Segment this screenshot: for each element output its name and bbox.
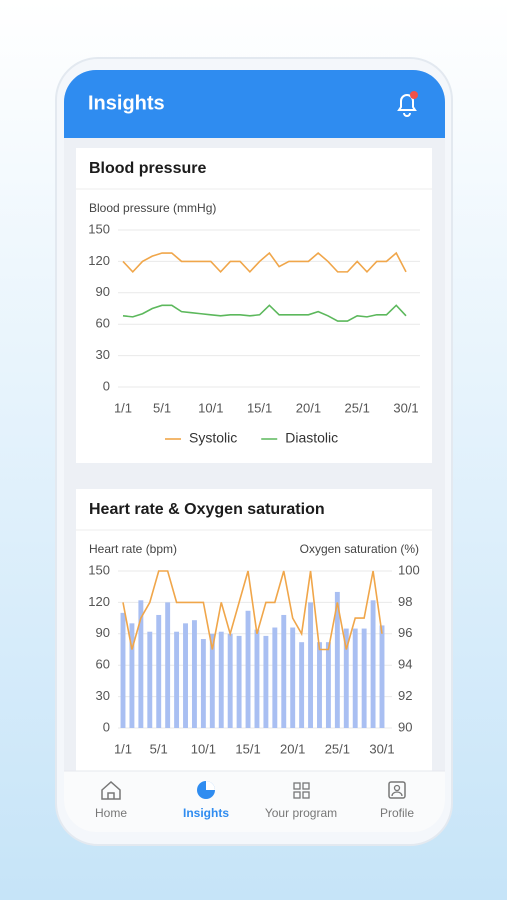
bar (209, 633, 215, 728)
y2-tick-label: 92 (398, 688, 412, 703)
x-tick-label: 30/1 (369, 741, 394, 756)
x-tick-label: 5/1 (150, 741, 168, 756)
bar (334, 591, 340, 728)
y-tick-label: 120 (88, 253, 110, 268)
bar (156, 614, 162, 728)
x-tick-label: 1/1 (114, 741, 132, 756)
bar (200, 639, 206, 728)
y-tick-label: 0 (103, 719, 110, 734)
bar (370, 600, 376, 728)
y2-tick-label: 94 (398, 657, 412, 672)
bar (254, 629, 260, 728)
x-tick-label: 10/1 (191, 741, 216, 756)
y-tick-label: 150 (88, 221, 110, 236)
axis-label: Heart rate (bpm) (89, 542, 177, 556)
y-tick-label: 90 (96, 284, 110, 299)
bar (325, 642, 331, 728)
bar (308, 602, 314, 728)
bar (120, 612, 126, 728)
y-tick-label: 60 (96, 657, 110, 672)
nav-home[interactable]: Home (95, 780, 127, 820)
nav-label: Home (95, 806, 127, 820)
card-title: Blood pressure (89, 160, 206, 177)
card (76, 489, 432, 819)
bar (352, 628, 358, 728)
bar (317, 642, 322, 728)
bar (174, 631, 180, 728)
series-line (122, 251, 407, 274)
bar (281, 614, 287, 728)
bottom-nav (64, 771, 445, 832)
x-tick-label: 5/1 (153, 400, 171, 415)
y2-tick-label: 90 (398, 719, 412, 734)
phone-screen: Insights Blood pressure Blood pressure (… (64, 70, 445, 832)
bar (138, 600, 144, 728)
nav-label: Your program (265, 806, 337, 820)
bar (236, 635, 242, 728)
nav-label: Insights (183, 806, 229, 820)
y2-tick-label: 96 (398, 625, 412, 640)
bar (343, 628, 349, 728)
bell-icon[interactable] (397, 91, 418, 117)
series-line (122, 570, 383, 651)
x-tick-label: 15/1 (235, 741, 260, 756)
nav-profile[interactable]: Profile (380, 781, 414, 820)
x-tick-label: 20/1 (280, 741, 305, 756)
y-tick-label: 60 (96, 316, 110, 331)
legend-label: Systolic (189, 430, 237, 446)
bar (361, 628, 367, 728)
bar (191, 620, 197, 728)
bar (299, 642, 305, 728)
charts: 0 30 60 90 120 150 1/1 5/1 10/1 15/1 20/1 25/1 30/1 S… (88, 221, 420, 756)
y-tick-label: 30 (96, 347, 110, 362)
y-tick-label: 120 (88, 594, 110, 609)
bar (129, 623, 135, 728)
bar (263, 635, 269, 728)
bar (183, 623, 188, 728)
y-tick-label: 0 (103, 378, 110, 393)
app-header (64, 70, 445, 138)
bar (290, 627, 296, 728)
bar (227, 633, 233, 728)
x-tick-label: 25/1 (345, 400, 370, 415)
y-tick-label: 90 (96, 625, 110, 640)
axis-label: Blood pressure (mmHg) (89, 201, 216, 215)
y2-tick-label: 100 (398, 562, 420, 577)
series-line (122, 304, 407, 322)
y-tick-label: 30 (96, 688, 110, 703)
card-title: Heart rate & Oxygen saturation (89, 501, 325, 518)
x-tick-label: 10/1 (198, 400, 223, 415)
x-tick-label: 1/1 (114, 400, 132, 415)
card (76, 148, 432, 463)
bar (379, 625, 385, 728)
x-tick-label: 30/1 (393, 400, 418, 415)
y-tick-label: 150 (88, 562, 110, 577)
axis-label: Oxygen saturation (%) (300, 542, 419, 556)
nav-program[interactable]: Your program (265, 782, 337, 820)
bar (245, 610, 251, 728)
bar (272, 627, 278, 728)
y2-tick-label: 98 (398, 594, 412, 609)
x-tick-label: 25/1 (325, 741, 350, 756)
bar (218, 631, 224, 728)
x-tick-label: 20/1 (296, 400, 321, 415)
header-title: Insights (88, 92, 165, 114)
nav-label: Profile (380, 806, 414, 820)
nav-insights[interactable]: Insights (183, 781, 229, 820)
x-tick-label: 15/1 (247, 400, 272, 415)
bar (147, 631, 153, 728)
bar (165, 602, 171, 728)
legend-label: Diastolic (285, 430, 338, 446)
